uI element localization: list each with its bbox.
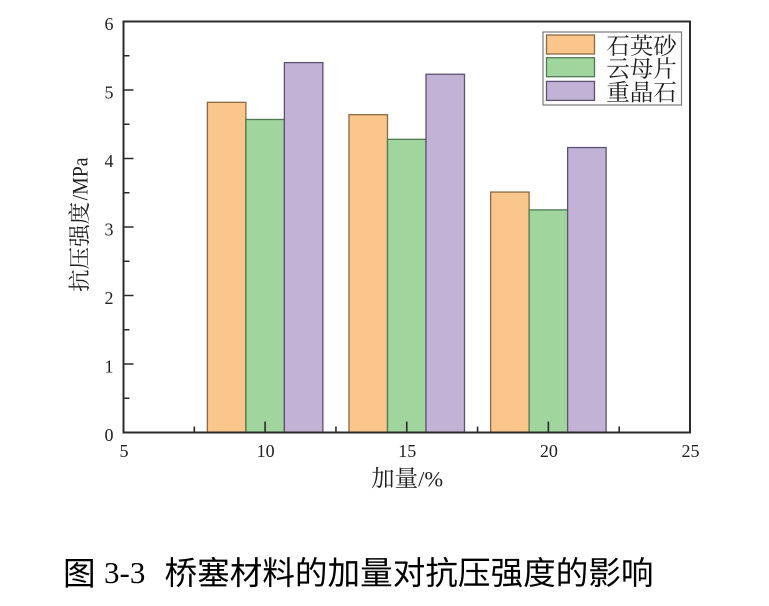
svg-text:5: 5 [105, 83, 114, 103]
svg-text:3: 3 [105, 220, 114, 240]
svg-text:25: 25 [682, 441, 700, 461]
svg-text:20: 20 [540, 441, 558, 461]
svg-text:5: 5 [120, 441, 129, 461]
svg-text:1: 1 [105, 357, 114, 377]
svg-text:4: 4 [105, 151, 114, 171]
svg-text:15: 15 [398, 441, 416, 461]
svg-text:10: 10 [257, 441, 275, 461]
svg-text:/MPa: /MPa [67, 157, 92, 200]
svg-text:/%: /% [418, 466, 443, 491]
svg-text:3-3: 3-3 [104, 555, 145, 590]
svg-text:0: 0 [105, 425, 114, 445]
svg-text:6: 6 [105, 14, 114, 34]
svg-text:2: 2 [105, 288, 114, 308]
